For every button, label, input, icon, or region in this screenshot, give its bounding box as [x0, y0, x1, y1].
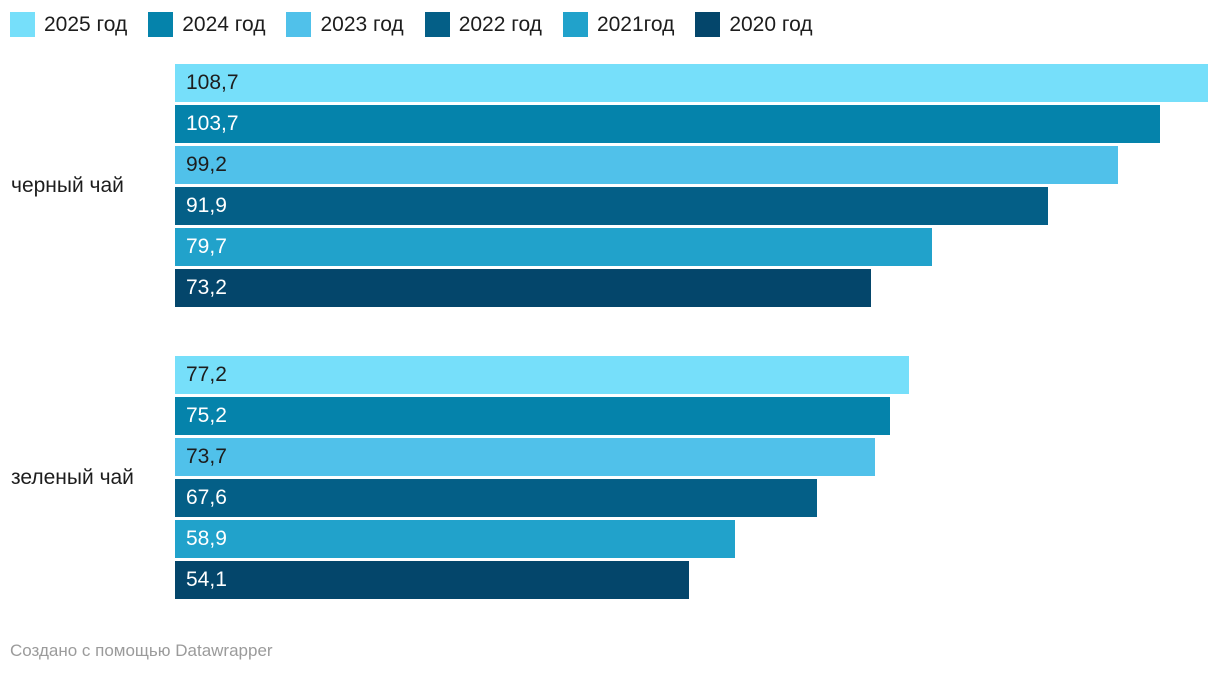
bar-value-label: 54,1: [186, 568, 227, 591]
legend-label: 2025 год: [44, 13, 128, 36]
bar-value-label: 67,6: [186, 486, 227, 509]
bar-row: 54,1: [175, 561, 1220, 599]
legend-swatch-icon: [695, 12, 721, 37]
bar-2020: 73,2: [175, 269, 871, 307]
legend-item-2021: 2021год: [562, 12, 675, 37]
bar-row: 67,6: [175, 479, 1220, 517]
bar-2025: 77,2: [175, 356, 909, 394]
bar-row: 58,9: [175, 520, 1220, 558]
bar-value-label: 77,2: [186, 363, 227, 386]
bar-value-label: 73,7: [186, 445, 227, 468]
legend-item-2025: 2025 год: [10, 12, 127, 37]
bar-2020: 54,1: [175, 561, 689, 599]
bar-row: 77,2: [175, 356, 1220, 394]
legend-label: 2023 год: [320, 13, 404, 36]
bar-2022: 91,9: [175, 187, 1048, 225]
bar-value-label: 79,7: [186, 235, 227, 258]
legend-swatch-icon: [148, 12, 174, 37]
legend-label: 2022 год: [458, 13, 542, 36]
legend-swatch-icon: [562, 12, 588, 37]
group-gap: [0, 307, 1220, 356]
bar-row: 91,9: [175, 187, 1220, 225]
bar-row: 99,2: [175, 146, 1220, 184]
category-label: черный чай: [11, 173, 124, 197]
bar-row: 79,7: [175, 228, 1220, 266]
bar-value-label: 99,2: [186, 153, 227, 176]
bar-row: 103,7: [175, 105, 1220, 143]
bar-row: 75,2: [175, 397, 1220, 435]
legend-swatch-icon: [424, 12, 450, 37]
attribution-text: Создано с помощью Datawrapper: [10, 641, 273, 660]
bar-chart: черный чай 108,7 103,7 99,2 91,9 79,7 73,2 зеле…: [0, 64, 1220, 599]
legend-item-2022: 2022 год: [424, 12, 542, 37]
bar-2025: 108,7: [175, 64, 1208, 102]
legend-swatch-icon: [10, 12, 35, 37]
bar-value-label: 75,2: [186, 404, 227, 427]
bar-value-label: 73,2: [186, 276, 227, 299]
bar-value-label: 58,9: [186, 527, 227, 550]
bar-2024: 75,2: [175, 397, 890, 435]
bar-value-label: 103,7: [186, 112, 239, 135]
legend-label: 2024 год: [182, 13, 266, 36]
legend: 2025 год 2024 год 2023 год 2022 год 2021год 2…: [10, 12, 1220, 37]
bar-row: 108,7: [175, 64, 1220, 102]
bar-2023: 99,2: [175, 146, 1118, 184]
bar-row: 73,7: [175, 438, 1220, 476]
legend-item-2024: 2024 год: [148, 12, 265, 37]
bar-2021: 58,9: [175, 520, 735, 558]
category-group: черный чай 108,7 103,7 99,2 91,9 79,7 73,2: [0, 64, 1220, 307]
legend-item-2023: 2023 год: [286, 12, 404, 37]
bars-stack: 77,2 75,2 73,7 67,6 58,9 54,1: [175, 356, 1220, 599]
bar-2022: 67,6: [175, 479, 817, 517]
bar-value-label: 91,9: [186, 194, 227, 217]
legend-label: 2020 год: [729, 13, 813, 36]
bar-2023: 73,7: [175, 438, 875, 476]
legend-label: 2021год: [596, 13, 675, 36]
bar-value-label: 108,7: [186, 71, 239, 94]
bars-stack: 108,7 103,7 99,2 91,9 79,7 73,2: [175, 64, 1220, 307]
bar-row: 73,2: [175, 269, 1220, 307]
category-label: зеленый чай: [11, 465, 134, 489]
category-group: зеленый чай 77,2 75,2 73,7 67,6 58,9 54,1: [0, 356, 1220, 599]
legend-item-2020: 2020 год: [695, 12, 813, 37]
bar-2021: 79,7: [175, 228, 932, 266]
bar-2024: 103,7: [175, 105, 1160, 143]
legend-swatch-icon: [286, 12, 312, 37]
